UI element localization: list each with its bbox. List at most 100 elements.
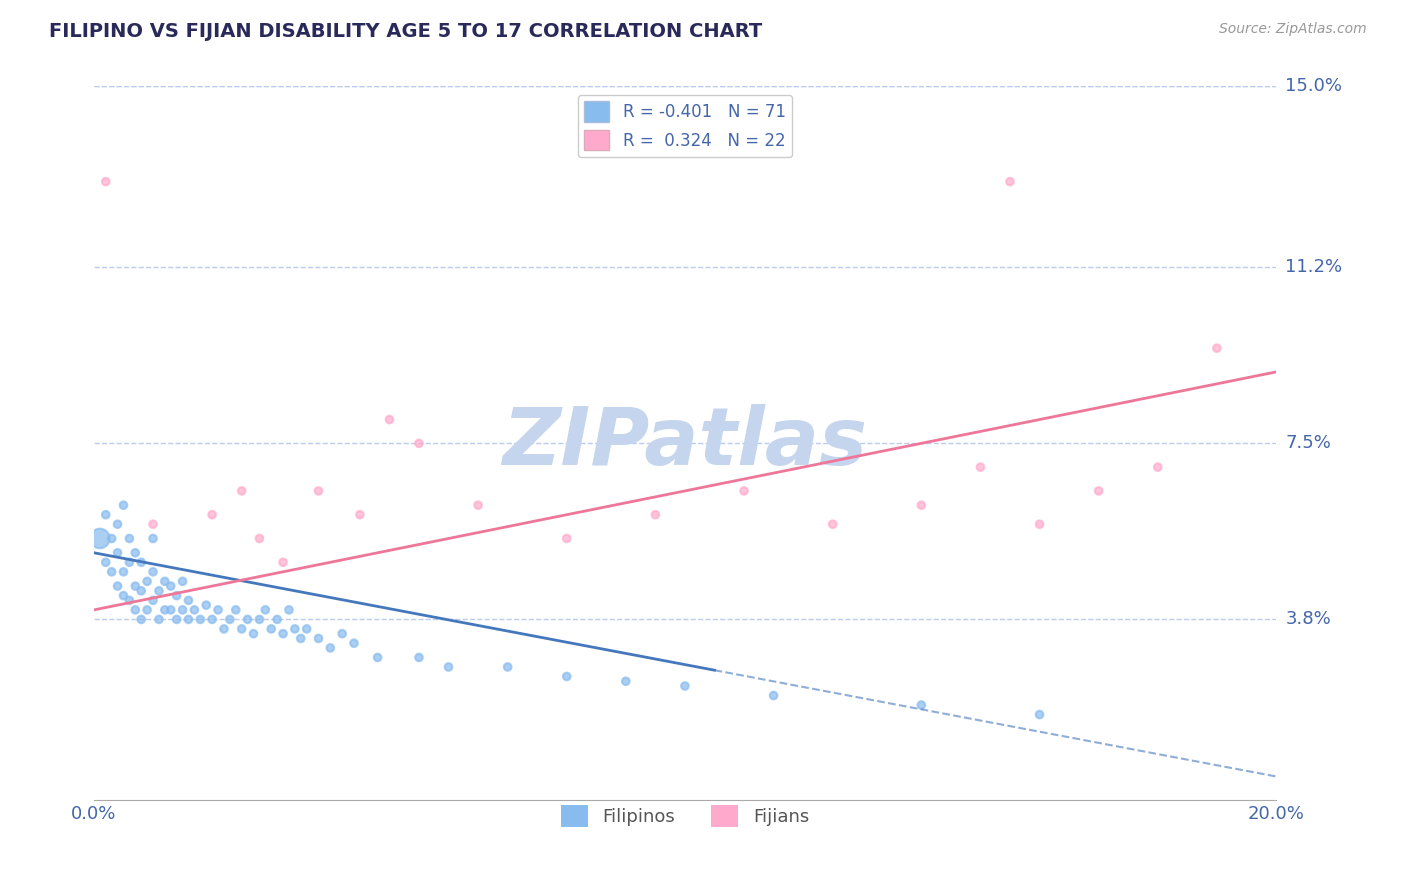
Point <box>437 660 460 674</box>
Point <box>107 546 129 560</box>
Point <box>1205 341 1227 355</box>
Point <box>408 650 430 665</box>
Point <box>201 508 224 522</box>
Point <box>349 508 371 522</box>
Point <box>112 565 135 579</box>
Point <box>998 175 1021 189</box>
Text: 11.2%: 11.2% <box>1285 259 1343 277</box>
Point <box>231 483 253 498</box>
Point <box>94 555 117 569</box>
Point <box>136 603 159 617</box>
Point <box>236 612 259 626</box>
Point <box>129 612 152 626</box>
Point <box>142 517 165 532</box>
Point <box>910 698 932 712</box>
Point <box>467 498 489 512</box>
Point <box>496 660 519 674</box>
Point <box>183 603 205 617</box>
Point <box>118 555 141 569</box>
Point <box>207 603 229 617</box>
Point <box>260 622 283 636</box>
Point <box>319 640 342 655</box>
Point <box>166 589 188 603</box>
Point <box>278 603 301 617</box>
Point <box>100 565 122 579</box>
Point <box>142 565 165 579</box>
Point <box>910 498 932 512</box>
Text: 7.5%: 7.5% <box>1285 434 1331 452</box>
Point <box>201 612 224 626</box>
Point <box>290 632 312 646</box>
Point <box>166 612 188 626</box>
Text: ZIPatlas: ZIPatlas <box>502 404 868 483</box>
Point <box>148 612 170 626</box>
Point <box>271 626 294 640</box>
Point <box>733 483 755 498</box>
Point <box>153 603 176 617</box>
Point <box>94 508 117 522</box>
Point <box>330 626 353 640</box>
Point <box>1087 483 1109 498</box>
Point <box>112 589 135 603</box>
Point <box>129 583 152 598</box>
Text: Source: ZipAtlas.com: Source: ZipAtlas.com <box>1219 22 1367 37</box>
Point <box>148 583 170 598</box>
Point <box>343 636 366 650</box>
Legend: Filipinos, Fijians: Filipinos, Fijians <box>554 797 817 834</box>
Point <box>308 632 330 646</box>
Point <box>231 622 253 636</box>
Point <box>153 574 176 589</box>
Point <box>142 532 165 546</box>
Point <box>249 612 271 626</box>
Point <box>177 612 200 626</box>
Point <box>118 532 141 546</box>
Point <box>378 412 401 426</box>
Point <box>1028 707 1050 722</box>
Text: FILIPINO VS FIJIAN DISABILITY AGE 5 TO 17 CORRELATION CHART: FILIPINO VS FIJIAN DISABILITY AGE 5 TO 1… <box>49 22 762 41</box>
Point <box>159 579 181 593</box>
Point <box>195 598 218 612</box>
Point <box>308 483 330 498</box>
Point <box>142 593 165 607</box>
Point <box>295 622 318 636</box>
Point <box>129 555 152 569</box>
Point <box>159 603 181 617</box>
Point <box>1028 517 1050 532</box>
Point <box>821 517 844 532</box>
Point <box>188 612 211 626</box>
Point <box>89 532 111 546</box>
Point <box>225 603 247 617</box>
Point <box>408 436 430 450</box>
Point <box>212 622 235 636</box>
Point <box>112 498 135 512</box>
Point <box>762 689 785 703</box>
Point <box>367 650 389 665</box>
Point <box>969 460 991 475</box>
Point <box>271 555 294 569</box>
Point <box>177 593 200 607</box>
Point <box>249 532 271 546</box>
Point <box>172 603 194 617</box>
Point <box>107 517 129 532</box>
Point <box>124 546 146 560</box>
Point <box>118 593 141 607</box>
Point <box>614 674 637 689</box>
Point <box>218 612 240 626</box>
Point <box>100 532 122 546</box>
Point <box>284 622 307 636</box>
Point <box>94 175 117 189</box>
Point <box>124 603 146 617</box>
Point <box>555 669 578 683</box>
Point <box>242 626 264 640</box>
Point <box>266 612 288 626</box>
Point <box>107 579 129 593</box>
Point <box>644 508 666 522</box>
Point <box>136 574 159 589</box>
Point <box>124 579 146 593</box>
Point <box>555 532 578 546</box>
Text: 15.0%: 15.0% <box>1285 78 1343 95</box>
Text: 3.8%: 3.8% <box>1285 610 1331 628</box>
Point <box>1146 460 1168 475</box>
Point <box>254 603 277 617</box>
Point <box>673 679 696 693</box>
